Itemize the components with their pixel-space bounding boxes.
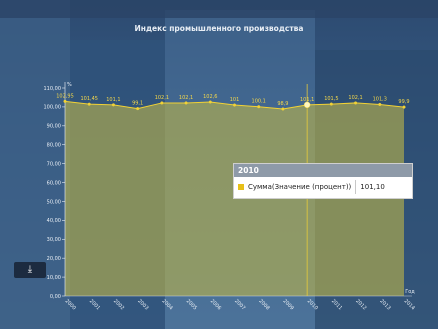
x-tick-label: 2003 — [136, 298, 149, 311]
x-tick-label: 2009 — [282, 298, 295, 311]
chart-title: Индекс промышленного производства — [134, 24, 304, 33]
x-tick-label: 2007 — [233, 298, 246, 311]
data-label: 101,1 — [300, 97, 314, 103]
data-point — [208, 100, 212, 104]
x-tick-label: 2011 — [330, 298, 343, 311]
download-icon: ⤓ — [27, 264, 33, 275]
tooltip-value: 101,10 — [360, 183, 385, 191]
y-tick-label: 40,00 — [47, 218, 61, 224]
x-tick-label: 2006 — [209, 298, 222, 311]
data-point — [303, 101, 311, 109]
x-unit-label: Год — [405, 289, 415, 295]
data-label: 101,45 — [80, 96, 98, 102]
y-tick-label: 90,00 — [47, 124, 61, 130]
y-tick-label: 80,00 — [47, 143, 61, 149]
data-label: 101,1 — [106, 97, 120, 103]
tooltip-series-label: Сумма(Значение (процент)) — [248, 183, 352, 191]
x-tick-label: 2000 — [64, 298, 77, 311]
data-point — [87, 102, 91, 106]
data-label: 99,9 — [398, 99, 409, 105]
y-tick-label: 100,00 — [44, 105, 62, 111]
data-label: 102,1 — [348, 95, 362, 101]
data-label: 102,1 — [155, 95, 169, 101]
data-point — [402, 105, 406, 109]
x-tick-label: 2010 — [306, 298, 319, 311]
data-point — [160, 101, 164, 105]
y-unit-label: % — [67, 82, 72, 88]
y-tick-label: 30,00 — [47, 237, 61, 243]
y-tick-label: 10,00 — [47, 275, 61, 281]
data-label: 101 — [230, 97, 240, 103]
y-tick-label: 110,00 — [44, 86, 62, 92]
data-point — [354, 101, 358, 105]
data-point — [63, 99, 67, 103]
data-label: 102,95 — [56, 93, 74, 99]
data-label: 102,6 — [203, 94, 217, 100]
tooltip-year: 2010 — [234, 164, 412, 177]
data-point — [111, 103, 115, 107]
download-button[interactable]: ⤓ — [14, 262, 46, 278]
x-tick-label: 2005 — [185, 298, 198, 311]
x-tick-label: 2001 — [88, 298, 101, 311]
y-tick-label: 0,00 — [50, 294, 61, 300]
x-tick-label: 2002 — [112, 298, 125, 311]
x-tick-label: 2013 — [378, 298, 391, 311]
y-tick-label: 60,00 — [47, 180, 61, 186]
data-label: 98,9 — [277, 101, 288, 107]
data-point — [257, 105, 261, 109]
data-label: 100,1 — [252, 99, 266, 105]
data-point — [378, 102, 382, 107]
data-point — [136, 107, 140, 111]
y-tick-label: 50,00 — [47, 199, 61, 205]
data-label: 99,1 — [132, 101, 143, 107]
tooltip-swatch — [238, 184, 244, 190]
data-point — [184, 101, 188, 105]
x-tick-label: 2014 — [403, 298, 416, 311]
data-label: 101,5 — [324, 96, 338, 102]
x-tick-label: 2008 — [257, 298, 270, 311]
data-point — [232, 103, 237, 107]
y-tick-label: 20,00 — [47, 256, 61, 262]
x-tick-label: 2004 — [160, 298, 173, 311]
data-label: 101,3 — [373, 96, 387, 102]
data-point — [329, 102, 333, 106]
data-point — [281, 107, 285, 111]
tooltip: 2010 Сумма(Значение (процент)) 101,10 — [233, 163, 413, 199]
y-tick-label: 70,00 — [47, 161, 61, 167]
x-tick-label: 2012 — [354, 298, 367, 311]
data-label: 102,1 — [179, 95, 193, 101]
